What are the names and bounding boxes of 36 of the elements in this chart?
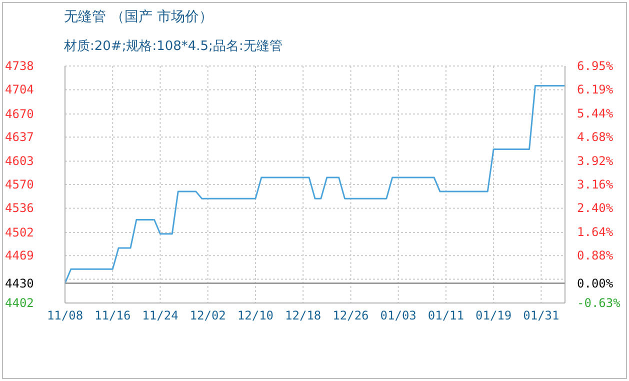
y-tick-label: 4570 (5, 178, 34, 192)
chart-title: 无缝管 （国产 市场价） (64, 8, 213, 26)
x-tick-label: 11/24 (142, 308, 178, 323)
x-tick-label: 12/18 (285, 308, 322, 323)
x-tick-label: 12/10 (237, 308, 274, 323)
x-tick-label: 12/26 (332, 308, 369, 323)
x-tick-label: 01/11 (428, 308, 464, 323)
y-tick-label: 4670 (5, 106, 34, 121)
y2-tick-label: 5.44% (577, 106, 614, 120)
chart-subtitle: 材质:20#;规格:108*4.5;品名:无缝管 (64, 38, 282, 55)
x-tick-label: 01/19 (476, 308, 512, 323)
y2-tick-label: 3.16% (577, 178, 614, 192)
x-tick-label: 11/08 (46, 308, 84, 323)
x-tick-label: 12/02 (190, 308, 226, 323)
y2-tick-label: -0.63% (577, 296, 622, 310)
y2-tick-label: 1.64% (577, 224, 614, 239)
x-tick-label: 11/16 (94, 308, 131, 323)
y-tick-label: 4402 (5, 296, 34, 310)
y2-tick-label: 4.68% (577, 130, 614, 144)
line-series (64, 85, 566, 284)
y-tick-label: 4502 (5, 225, 34, 240)
y-tick-label: 4536 (5, 201, 34, 216)
y2-tick-label: 3.92% (577, 154, 614, 168)
y2-tick-label: 0.00% (577, 276, 614, 290)
y2-tick-label: 6.19% (577, 82, 614, 97)
y2-tick-label: 2.40% (577, 201, 614, 216)
y-tick-label: 4430 (5, 276, 34, 290)
x-tick-label: 01/31 (523, 308, 560, 323)
y-tick-label: 4603 (5, 154, 34, 168)
y2-tick-label: 6.95% (577, 59, 614, 73)
y-tick-label: 4637 (5, 130, 34, 144)
y-tick-label: 4704 (5, 82, 34, 97)
y-tick-label: 4738 (5, 59, 34, 73)
y-tick-label: 4469 (5, 248, 34, 263)
x-tick-label: 01/03 (380, 308, 416, 323)
y2-tick-label: 0.88% (577, 248, 614, 263)
